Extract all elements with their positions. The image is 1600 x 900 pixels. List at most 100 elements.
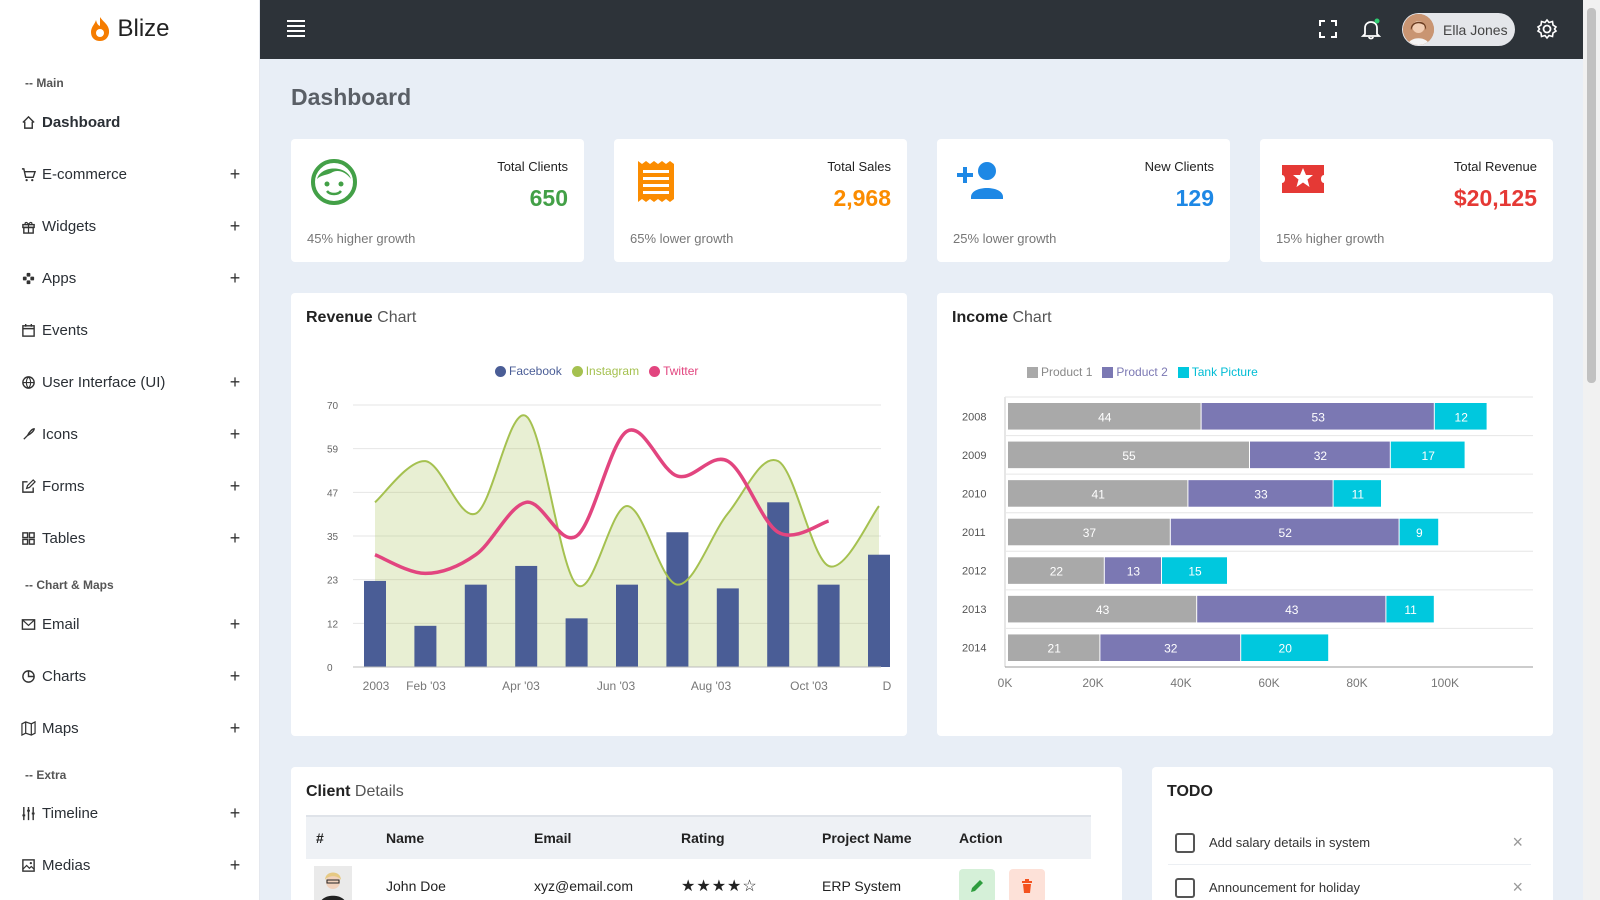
trash-icon (1021, 879, 1032, 893)
x-tick-label: Feb '03 (406, 679, 446, 693)
todo-checkbox[interactable] (1175, 877, 1195, 898)
sidebar-item-label: Medias (42, 856, 91, 874)
expand-icon[interactable]: + (229, 423, 241, 444)
income-bar (1241, 634, 1329, 661)
sidebar-item-label: Apps (42, 269, 77, 287)
bar-data-label: 11 (1352, 487, 1365, 501)
y-tick-label: 2011 (962, 527, 986, 539)
y-tick-label: 2010 (962, 488, 986, 500)
sidebar-item-widgets[interactable]: Widgets + (0, 200, 260, 252)
legend-item[interactable]: Instagram (571, 364, 639, 378)
sidebar-item-label: Email (42, 615, 80, 633)
client-avatar-cell (306, 859, 386, 900)
stat-card-total-revenue: Total Revenue $20,125 15% higher growth (1260, 139, 1553, 262)
client-name: John Doe (386, 878, 446, 894)
facebook-bar (616, 584, 638, 667)
legend-label: Tank Picture (1191, 365, 1258, 379)
sidebar-item-dashboard[interactable]: Dashboard (0, 96, 260, 148)
bar-data-label: 21 (1048, 642, 1062, 656)
sidebar-item-label: Tables (42, 529, 86, 547)
scrollbar-thumb[interactable] (1587, 8, 1596, 383)
y-tick-label: 2014 (962, 643, 986, 655)
nav-section-chart-maps: -- Chart & Maps (25, 578, 114, 592)
bar-data-label: 13 (1127, 565, 1141, 579)
expand-icon[interactable]: + (229, 717, 241, 738)
bar-data-label: 22 (1050, 565, 1064, 579)
fullscreen-icon[interactable] (1317, 18, 1339, 40)
sidebar-item-label: E-commerce (42, 165, 128, 183)
menu-toggle-icon[interactable] (287, 20, 305, 38)
edit-button[interactable] (959, 869, 995, 900)
card-title: Income Chart (952, 309, 1052, 326)
client-table: # Name Email Rating Project Name Action … (306, 815, 1091, 900)
column-header[interactable]: Rating (681, 815, 822, 859)
legend-label: Product 2 (1116, 365, 1168, 379)
x-tick-label: 2003 (363, 679, 390, 693)
sidebar-item-icons[interactable]: Icons + (0, 408, 260, 460)
sidebar-item-email[interactable]: Email + (0, 598, 260, 650)
remove-icon[interactable]: × (1512, 877, 1523, 897)
client-email[interactable]: xyz@email.com (534, 878, 634, 894)
legend-item[interactable]: Product 2 (1102, 365, 1168, 379)
pencil-icon (971, 880, 983, 892)
legend-item[interactable]: Tank Picture (1177, 365, 1258, 379)
expand-icon[interactable]: + (229, 802, 241, 823)
expand-icon[interactable]: + (229, 527, 241, 548)
x-tick-label: 80K (1346, 676, 1367, 690)
legend-item[interactable]: Facebook (495, 364, 562, 378)
legend-item[interactable]: Product 1 (1027, 365, 1092, 379)
sidebar-item-medias[interactable]: Medias + (0, 839, 260, 891)
column-header[interactable]: # (306, 815, 386, 859)
bar-data-label: 43 (1285, 603, 1299, 617)
sidebar-item-ecommerce[interactable]: E-commerce + (0, 148, 260, 200)
todo-checkbox[interactable] (1175, 832, 1195, 853)
bar-data-label: 20 (1279, 642, 1293, 656)
legend-item[interactable]: Twitter (649, 364, 698, 378)
income-bar (1162, 557, 1227, 584)
remove-icon[interactable]: × (1512, 832, 1523, 852)
column-header[interactable]: Action (959, 815, 1091, 859)
column-header[interactable]: Email (534, 815, 681, 859)
bar-data-label: 52 (1279, 526, 1293, 540)
page-scrollbar[interactable] (1583, 0, 1600, 900)
sidebar-item-timeline[interactable]: Timeline + (0, 787, 260, 839)
expand-icon[interactable]: + (229, 665, 241, 686)
expand-icon[interactable]: + (229, 854, 241, 875)
sidebar-item-apps[interactable]: Apps + (0, 252, 260, 304)
income-bar (1188, 480, 1333, 507)
legend-marker (571, 365, 583, 377)
expand-icon[interactable]: + (229, 215, 241, 236)
stat-label: New Clients (1144, 159, 1214, 174)
delete-button[interactable] (1008, 869, 1045, 900)
expand-icon[interactable]: + (229, 475, 241, 496)
stat-card-new-clients: New Clients 129 25% lower growth (937, 139, 1230, 262)
sidebar-item-charts[interactable]: Charts + (0, 650, 260, 702)
stat-value: 2,968 (833, 185, 891, 211)
globe-icon (20, 374, 36, 390)
sidebar-item-label: Forms (42, 477, 85, 495)
page-title: Dashboard (291, 84, 412, 110)
column-header[interactable]: Name (386, 815, 534, 859)
nav-section-main: -- Main (25, 76, 64, 90)
mail-icon (20, 616, 36, 632)
income-bar (1390, 441, 1465, 469)
gear-icon[interactable] (1536, 18, 1558, 40)
avatar (1403, 14, 1434, 45)
sidebar-item-maps[interactable]: Maps + (0, 702, 260, 754)
brand[interactable]: Blize (0, 0, 259, 58)
sidebar-item-events[interactable]: Events (0, 304, 260, 356)
expand-icon[interactable]: + (229, 163, 241, 184)
sidebar-item-ui[interactable]: User Interface (UI) + (0, 356, 260, 408)
todo-card: TODO Add salary details in system × Anno… (1152, 767, 1553, 900)
sidebar-item-forms[interactable]: Forms + (0, 460, 260, 512)
sidebar-item-tables[interactable]: Tables + (0, 512, 260, 564)
expand-icon[interactable]: + (229, 613, 241, 634)
bell-icon[interactable] (1360, 18, 1382, 40)
column-header[interactable]: Project Name (822, 815, 959, 859)
sidebar-item-label: Timeline (42, 804, 99, 822)
user-menu[interactable]: Ella Jones (1402, 13, 1515, 46)
income-bar (1100, 634, 1241, 661)
card-title: Client Details (306, 783, 404, 800)
expand-icon[interactable]: + (229, 371, 241, 392)
expand-icon[interactable]: + (229, 267, 241, 288)
